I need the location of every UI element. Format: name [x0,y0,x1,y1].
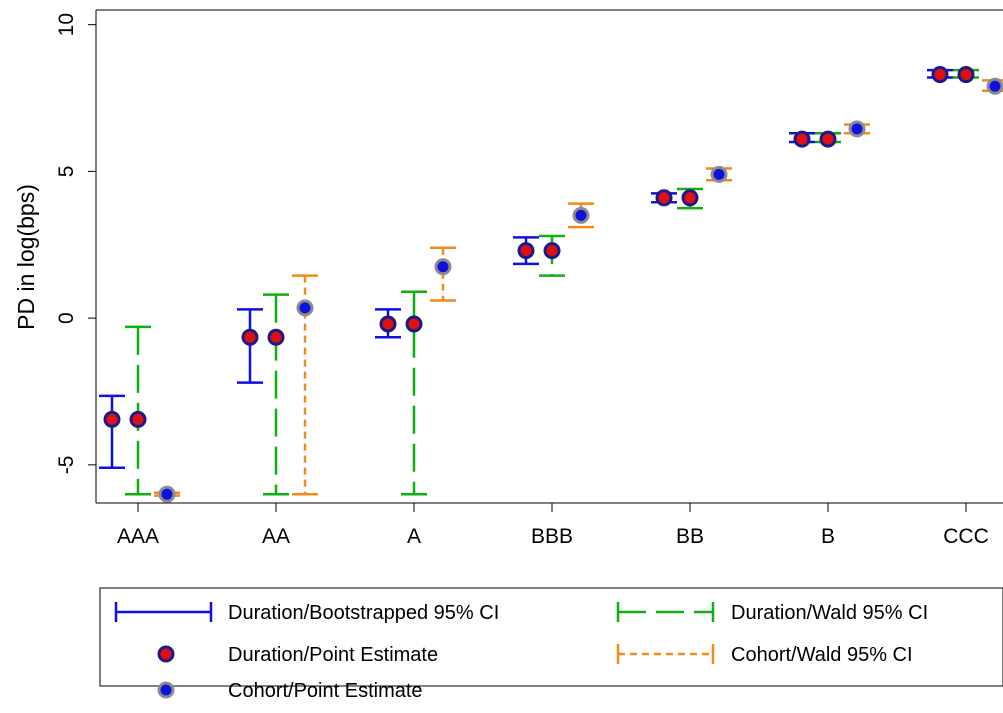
duration-point-wald-aa [267,328,285,346]
cohort-point-a [434,258,452,276]
x-tick-label: AAA [117,525,159,548]
ci-layer [99,68,1003,497]
legend-label-cohort-point: Cohort/Point Estimate [228,680,423,702]
legend-label-bootstrap-ci: Duration/Bootstrapped 95% CI [228,602,499,624]
legend-swatch-cohort-point [157,681,175,699]
cohort-point-bbb [572,206,590,224]
duration-point-wald-a [405,315,423,333]
duration-point-bootstrap-aaa [103,410,121,428]
duration-point-bootstrap-bbb [517,242,535,260]
y-tick-label: 5 [55,166,78,178]
legend: Duration/Bootstrapped 95% CI Duration/Wal… [99,587,1003,702]
duration-point-bootstrap-a [379,315,397,333]
duration-point-wald-bbb [543,242,561,260]
wald-ci-a [401,290,427,496]
legend-swatch-wald-ci [616,602,715,622]
x-axis-ticks: AAA AA A BBB BB B CCC [117,503,989,548]
cohort-point-bb [710,165,728,183]
wald-ci-aa [263,293,289,496]
y-tick-label: 10 [55,13,78,36]
duration-point-bootstrap-aa [241,328,259,346]
y-axis-title: PD in log(bps) [13,184,39,330]
legend-label-wald-ci: Duration/Wald 95% CI [731,602,928,624]
legend-frame [99,587,1003,687]
cohort-point-aa [296,299,314,317]
x-tick-label: AA [262,525,290,548]
legend-swatch-bootstrap-ci [114,602,213,622]
y-tick-label: -5 [55,456,78,475]
bootstrap-ci-aaa [99,394,125,470]
x-tick-label: B [821,525,835,548]
legend-label-cohort-ci: Cohort/Wald 95% CI [731,644,913,666]
cohort-point-ccc [986,77,1003,95]
duration-point-bootstrap-bb [655,189,673,207]
x-tick-label: CCC [943,525,989,548]
cohort-point-b [848,120,866,138]
duration-point-wald-bb [681,189,699,207]
duration-point-wald-b [819,130,837,148]
legend-label-duration-point: Duration/Point Estimate [228,644,438,666]
duration-point-wald-aaa [129,410,147,428]
duration-point-bootstrap-b [793,130,811,148]
duration-point-wald-ccc [957,66,975,84]
y-axis-ticks: -5 0 5 10 [55,13,96,474]
legend-items: Duration/Bootstrapped 95% CI Duration/Wal… [114,602,928,702]
legend-swatch-duration-point [157,645,175,663]
cohort-point-aaa [158,485,176,503]
wald-ci-aaa [125,325,151,496]
x-tick-label: A [407,525,421,548]
x-tick-label: BB [676,525,704,548]
bootstrap-ci-aa [237,308,263,384]
x-tick-label: BBB [531,525,573,548]
point-layer [103,66,1003,503]
y-tick-label: 0 [55,312,78,324]
legend-swatch-cohort-ci [616,644,715,664]
plot-area [95,9,1003,504]
duration-point-bootstrap-ccc [931,66,949,84]
